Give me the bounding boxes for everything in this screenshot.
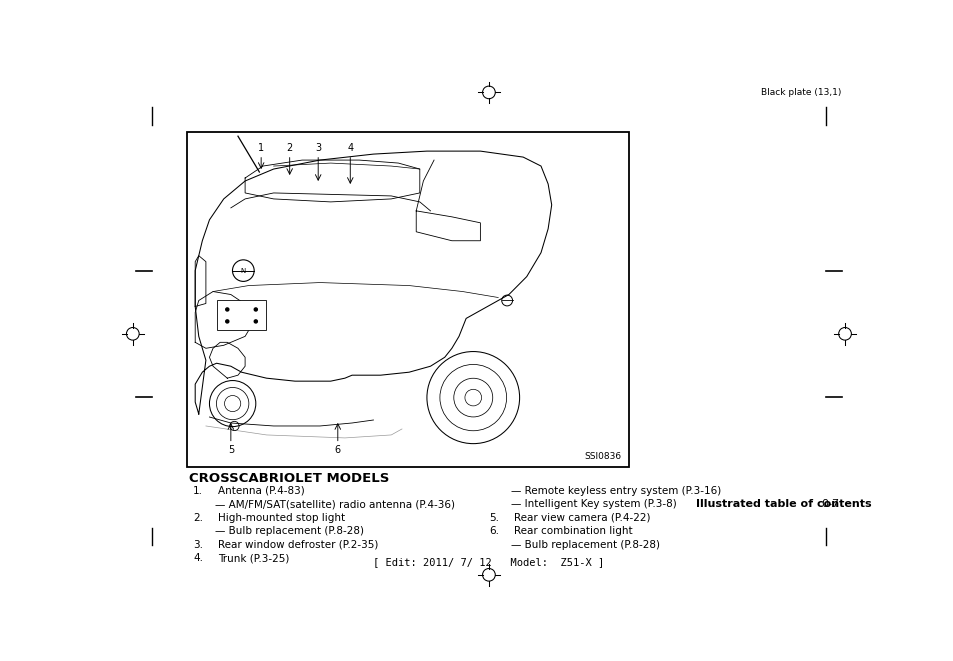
- Circle shape: [226, 320, 229, 323]
- Circle shape: [226, 308, 229, 311]
- Text: Illustrated table of contents: Illustrated table of contents: [695, 498, 870, 508]
- Text: Rear window defroster (P.2-35): Rear window defroster (P.2-35): [218, 540, 378, 550]
- Bar: [187, 132, 629, 467]
- Text: — Intelligent Key system (P.3-8): — Intelligent Key system (P.3-8): [510, 499, 676, 510]
- Text: — Bulb replacement (P.8-28): — Bulb replacement (P.8-28): [510, 540, 659, 550]
- Text: High-mounted stop light: High-mounted stop light: [218, 513, 345, 523]
- Text: — Remote keyless entry system (P.3-16): — Remote keyless entry system (P.3-16): [510, 486, 720, 496]
- Text: 5: 5: [228, 445, 233, 455]
- Text: 0-7: 0-7: [821, 498, 839, 508]
- Text: — Bulb replacement (P.8-28): — Bulb replacement (P.8-28): [214, 526, 363, 536]
- Text: — AM/FM/SAT(satellite) radio antenna (P.4-36): — AM/FM/SAT(satellite) radio antenna (P.…: [214, 499, 454, 510]
- Text: 2.: 2.: [193, 513, 203, 523]
- Text: Rear view camera (P.4-22): Rear view camera (P.4-22): [514, 513, 650, 523]
- Text: Black plate (13,1): Black plate (13,1): [760, 88, 841, 97]
- Text: SSI0836: SSI0836: [583, 452, 620, 461]
- Text: Antenna (P.4-83): Antenna (P.4-83): [218, 486, 305, 496]
- Circle shape: [254, 320, 257, 323]
- Text: Rear combination light: Rear combination light: [514, 526, 633, 536]
- Text: N: N: [240, 268, 246, 274]
- Text: Trunk (P.3-25): Trunk (P.3-25): [218, 553, 290, 563]
- Text: 6.: 6.: [489, 526, 498, 536]
- Circle shape: [254, 308, 257, 311]
- Text: 5.: 5.: [489, 513, 498, 523]
- Text: 1.: 1.: [193, 486, 203, 496]
- Text: CROSSCABRIOLET MODELS: CROSSCABRIOLET MODELS: [189, 472, 389, 485]
- Text: 4.: 4.: [193, 553, 203, 563]
- Text: 4: 4: [347, 143, 353, 153]
- Text: 3: 3: [314, 143, 321, 153]
- Text: 6: 6: [335, 445, 340, 455]
- Bar: [216, 301, 266, 330]
- Text: 3.: 3.: [193, 540, 203, 550]
- Text: 1: 1: [258, 143, 264, 153]
- Text: 2: 2: [286, 143, 293, 153]
- Polygon shape: [195, 151, 551, 414]
- Text: [ Edit: 2011/ 7/ 12   Model:  Z51-X ]: [ Edit: 2011/ 7/ 12 Model: Z51-X ]: [373, 557, 604, 566]
